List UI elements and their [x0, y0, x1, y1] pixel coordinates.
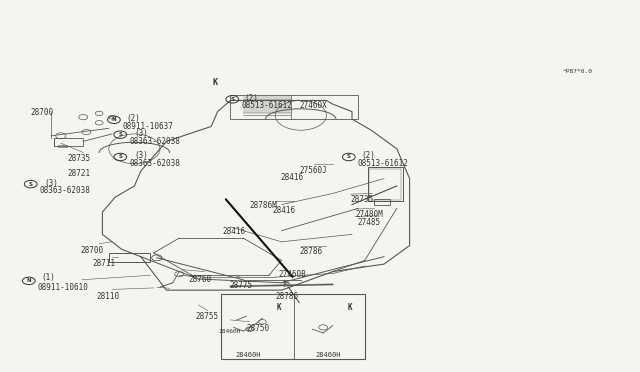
Text: N: N	[26, 278, 31, 283]
Text: 28416: 28416	[223, 227, 246, 236]
Text: 28460H: 28460H	[316, 352, 341, 357]
Text: 28700: 28700	[31, 108, 54, 117]
Text: (2): (2)	[362, 151, 376, 160]
Text: 08911-10610: 08911-10610	[37, 283, 88, 292]
Bar	[369, 169, 401, 200]
Bar	[374, 199, 390, 205]
Text: 08513-61612: 08513-61612	[241, 101, 292, 110]
Text: 28700: 28700	[80, 246, 103, 254]
Text: 28416: 28416	[272, 206, 295, 215]
Text: 28775: 28775	[229, 281, 252, 290]
Text: 28735: 28735	[351, 195, 374, 204]
Bar	[221, 294, 365, 359]
Text: K: K	[348, 303, 352, 312]
Text: (1): (1)	[42, 273, 56, 282]
Bar	[54, 138, 83, 146]
Text: 28760: 28760	[189, 275, 212, 284]
Text: 28721: 28721	[67, 169, 90, 178]
Text: 28786M: 28786M	[250, 201, 277, 210]
Text: N: N	[111, 117, 116, 122]
Text: 28110: 28110	[96, 292, 119, 301]
Text: 28735: 28735	[67, 154, 90, 163]
Text: 08363-62038: 08363-62038	[129, 137, 180, 145]
Text: 27480M: 27480M	[355, 210, 383, 219]
Text: 28460H: 28460H	[219, 329, 241, 334]
Bar	[368, 167, 403, 201]
Text: 28711: 28711	[93, 259, 116, 267]
Text: (2): (2)	[244, 94, 259, 103]
Text: S: S	[29, 182, 33, 187]
Text: 28786: 28786	[300, 247, 323, 256]
Text: 27560J: 27560J	[300, 166, 327, 174]
Text: S: S	[118, 132, 122, 137]
Text: S: S	[347, 154, 351, 160]
Text: 08513-61612: 08513-61612	[357, 159, 408, 168]
Text: ^P87*0.0: ^P87*0.0	[563, 69, 593, 74]
Text: S: S	[230, 97, 234, 102]
Text: 27485: 27485	[357, 218, 380, 227]
Bar	[109, 253, 150, 262]
Text: 27460X: 27460X	[300, 101, 327, 110]
Text: (2): (2)	[127, 114, 141, 123]
Text: 28460H: 28460H	[236, 352, 261, 357]
Text: (3): (3)	[134, 129, 148, 138]
Text: (3): (3)	[134, 151, 148, 160]
Text: 28750: 28750	[246, 324, 269, 333]
Text: (3): (3)	[45, 179, 59, 187]
Bar	[230, 95, 358, 119]
Text: 27460B: 27460B	[278, 270, 306, 279]
Text: 08363-62038: 08363-62038	[129, 159, 180, 168]
Text: K: K	[277, 303, 282, 312]
Text: K: K	[212, 78, 218, 87]
Text: 28755: 28755	[195, 312, 218, 321]
Bar	[58, 145, 67, 147]
Text: 28786: 28786	[275, 292, 298, 301]
Text: S: S	[118, 154, 122, 160]
Text: 08363-62038: 08363-62038	[40, 186, 90, 195]
Text: 08911-10637: 08911-10637	[123, 122, 173, 131]
Text: 28416: 28416	[280, 173, 303, 182]
